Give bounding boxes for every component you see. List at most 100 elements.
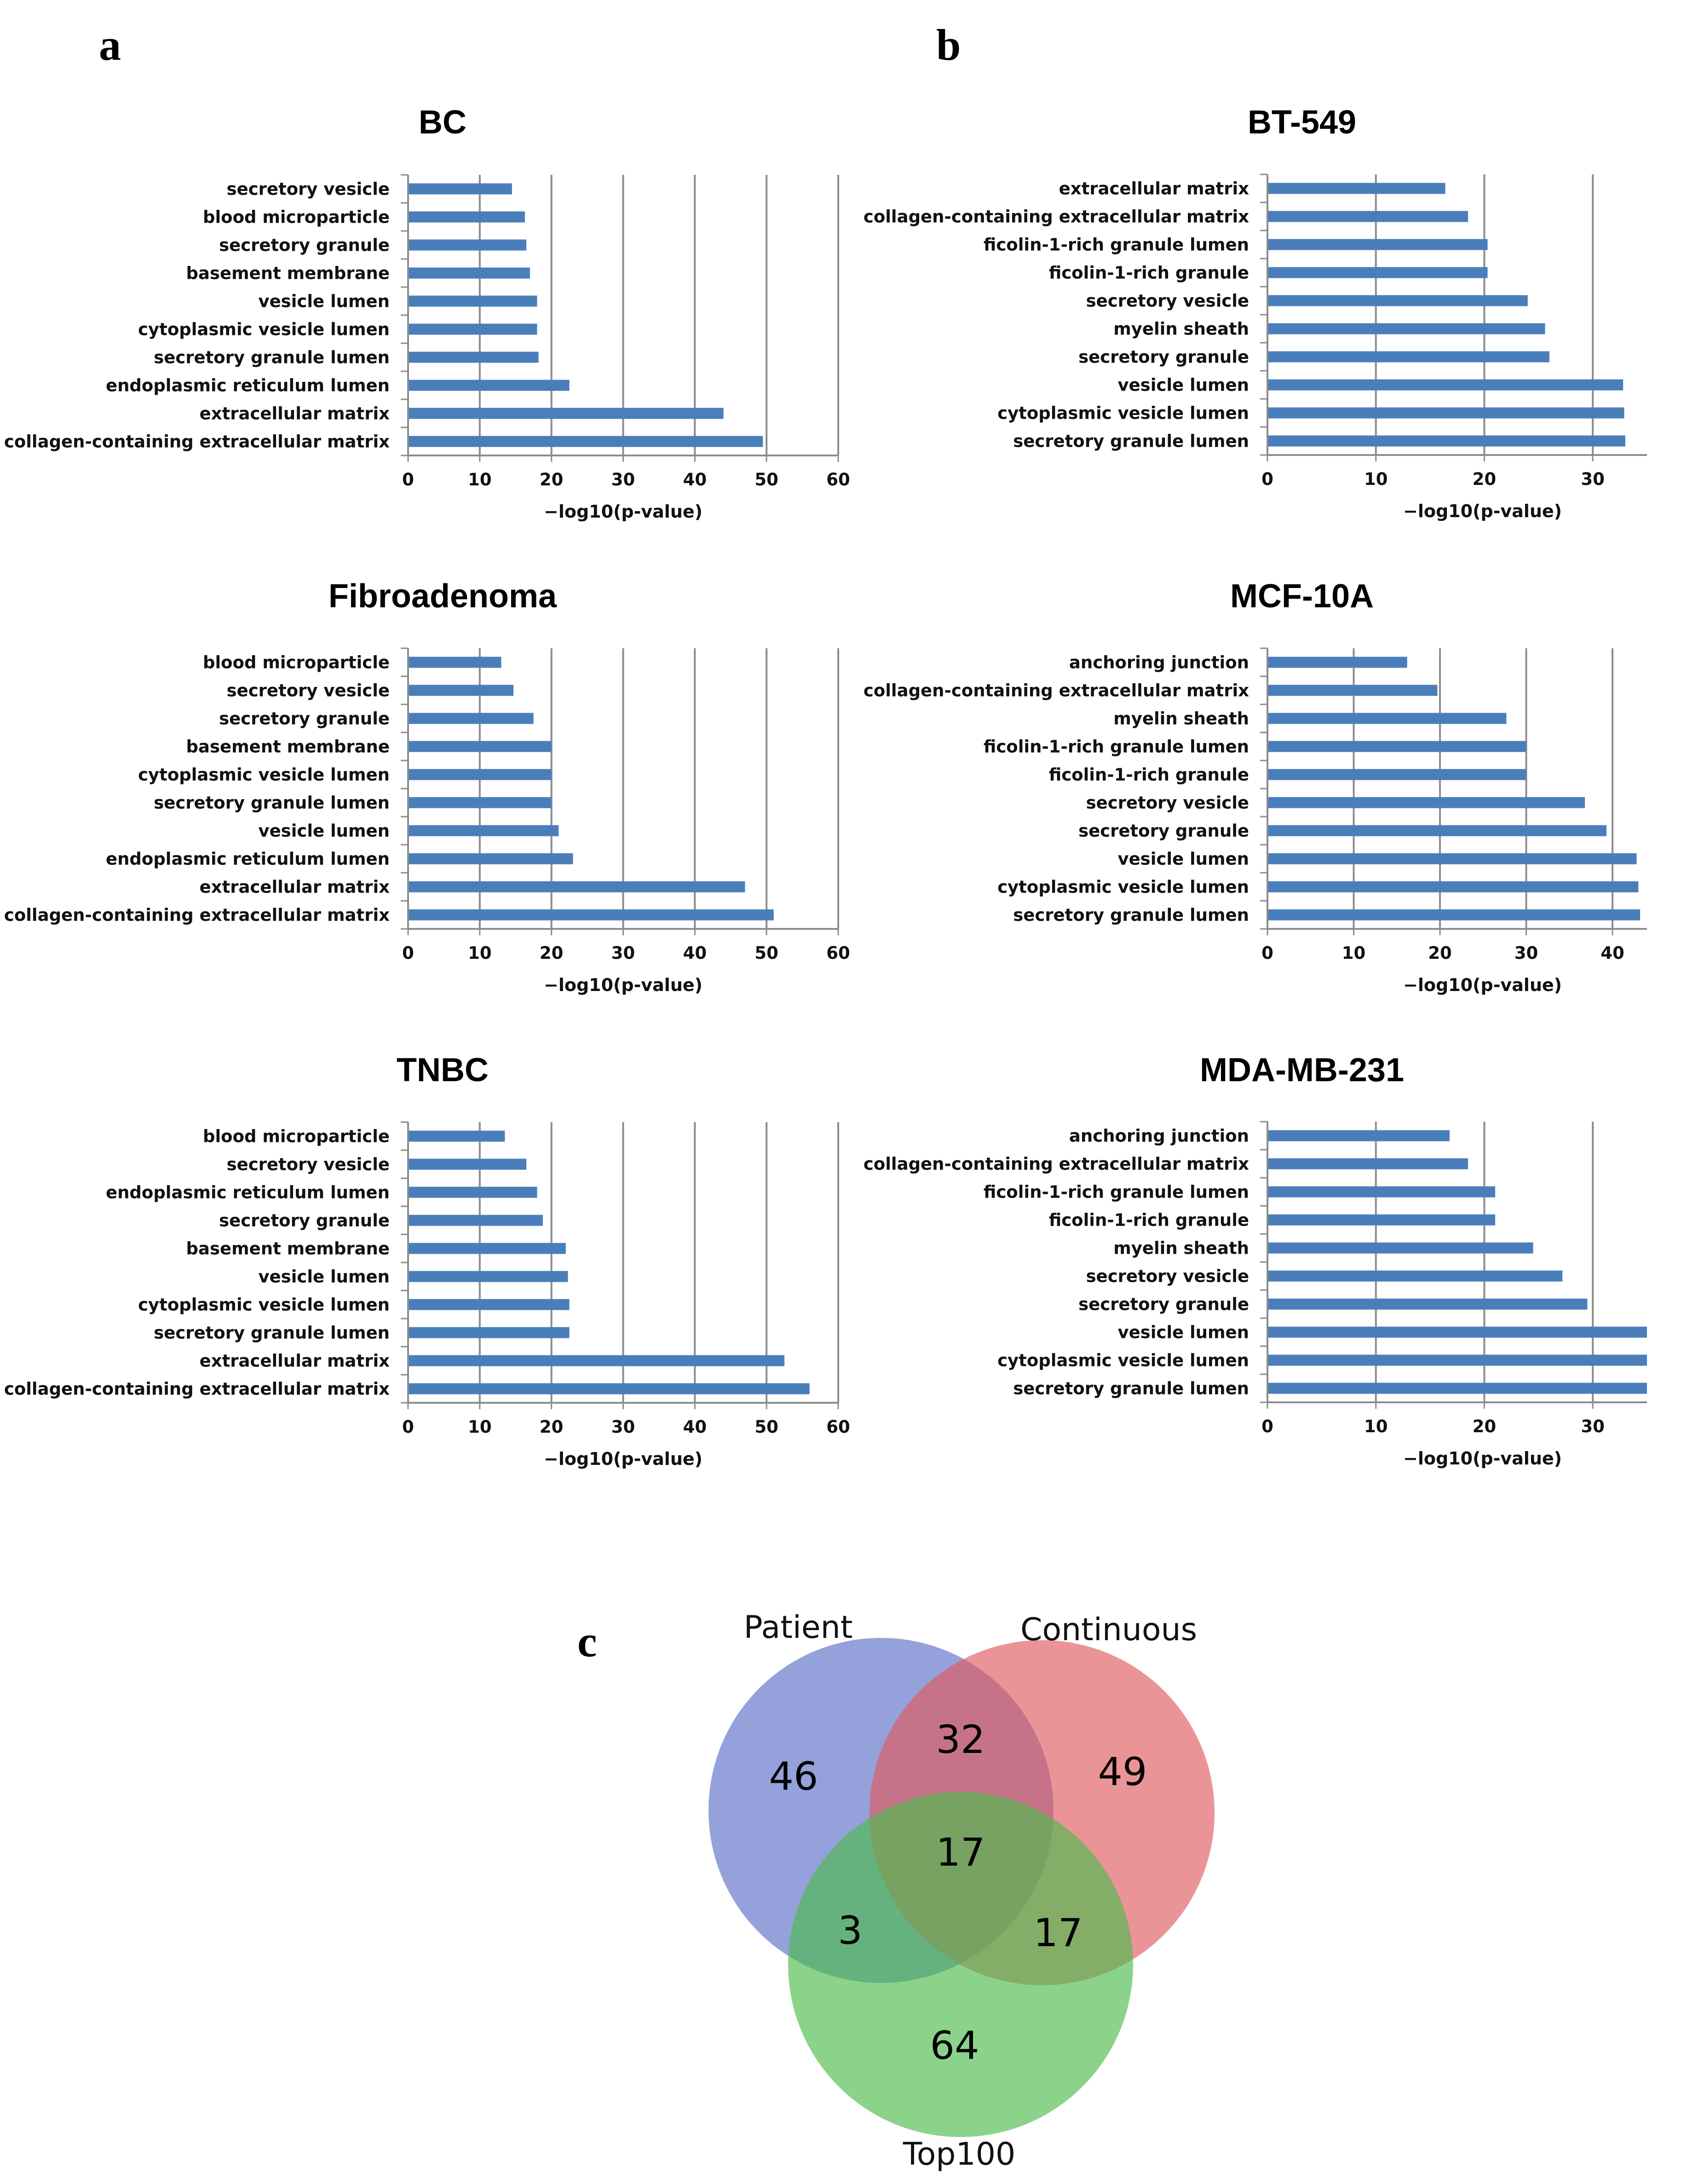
category-label: secretory granule lumen bbox=[1013, 905, 1249, 925]
venn-count-patient-top100: 3 bbox=[838, 1908, 862, 1953]
bar bbox=[409, 881, 745, 893]
category-label: secretory granule lumen bbox=[1013, 1379, 1249, 1399]
bar-chart-bc: BC secretory vesicle blood microparticle se… bbox=[4, 104, 850, 522]
category-label: secretory granule lumen bbox=[154, 348, 390, 368]
bar bbox=[409, 741, 552, 752]
x-tick-label: 0 bbox=[402, 943, 414, 963]
bar bbox=[409, 1383, 810, 1395]
venn-label-patient: Patient bbox=[744, 1609, 853, 1646]
x-tick-label: 40 bbox=[1601, 943, 1624, 963]
bar bbox=[1268, 323, 1545, 334]
category-label: ficolin-1-rich granule bbox=[1049, 263, 1249, 283]
x-tick-label: 20 bbox=[540, 1417, 564, 1437]
x-tick-label: 60 bbox=[826, 943, 850, 963]
bar bbox=[409, 408, 724, 419]
bar bbox=[1268, 183, 1445, 194]
bar bbox=[409, 1243, 566, 1254]
bar-chart-mdamb231: MDA-MB-231 anchoring junction collagen-con… bbox=[864, 1052, 1647, 1469]
bar bbox=[1268, 295, 1528, 306]
bar bbox=[409, 1299, 570, 1310]
category-label: ficolin-1-rich granule bbox=[1049, 1210, 1249, 1230]
bar bbox=[409, 1130, 505, 1142]
bar bbox=[1268, 825, 1607, 836]
bar bbox=[409, 1271, 568, 1282]
bar bbox=[1268, 1242, 1533, 1254]
bar bbox=[409, 657, 501, 668]
x-tick-label: 50 bbox=[754, 943, 778, 963]
bar bbox=[1268, 1383, 1647, 1394]
category-label: vesicle lumen bbox=[1117, 375, 1249, 395]
bar bbox=[409, 769, 552, 780]
category-label: collagen-containing extracellular matrix bbox=[864, 1154, 1249, 1174]
x-tick-label: 30 bbox=[1514, 943, 1538, 963]
bar bbox=[409, 1327, 570, 1338]
category-label: cytoplasmic vesicle lumen bbox=[138, 765, 390, 785]
category-label: secretory granule bbox=[1078, 821, 1249, 841]
category-label: vesicle lumen bbox=[1117, 1323, 1249, 1343]
category-label: myelin sheath bbox=[1113, 319, 1249, 339]
x-tick-label: 30 bbox=[1581, 1417, 1605, 1436]
category-label: collagen-containing extracellular matrix bbox=[4, 905, 390, 925]
category-label: collagen-containing extracellular matrix bbox=[4, 1379, 390, 1399]
bar bbox=[1268, 1298, 1588, 1310]
bar bbox=[1268, 741, 1526, 752]
chart-title: BT-549 bbox=[1248, 104, 1356, 141]
category-label: secretory vesicle bbox=[227, 681, 390, 701]
x-axis-title: −log10(p-value) bbox=[544, 501, 703, 522]
bar bbox=[1268, 211, 1468, 222]
bar bbox=[1268, 881, 1639, 893]
category-label: anchoring junction bbox=[1069, 1126, 1249, 1146]
x-tick-label: 30 bbox=[611, 470, 635, 490]
venn-diagram: Patient Continuous Top100 46 49 64 32 3 … bbox=[708, 1609, 1215, 2172]
bar bbox=[409, 352, 539, 363]
bar bbox=[1268, 769, 1526, 780]
venn-count-continuous-only: 49 bbox=[1098, 1749, 1147, 1794]
x-axis-title: −log10(p-value) bbox=[544, 1449, 703, 1469]
x-tick-label: 30 bbox=[611, 1417, 635, 1437]
bar-chart-fibroadenoma: Fibroadenoma blood microparticle secretory… bbox=[4, 578, 850, 995]
bar bbox=[409, 853, 573, 864]
x-axis-title: −log10(p-value) bbox=[1403, 501, 1562, 521]
bar-chart-tnbc: TNBC blood microparticle secretory vesicle… bbox=[4, 1052, 850, 1469]
category-label: endoplasmic reticulum lumen bbox=[106, 376, 390, 396]
chart-title: BC bbox=[419, 104, 466, 141]
panel-letter-a: a bbox=[99, 20, 121, 69]
category-label: ficolin-1-rich granule lumen bbox=[984, 1182, 1249, 1202]
category-label: cytoplasmic vesicle lumen bbox=[997, 1351, 1249, 1371]
x-tick-label: 30 bbox=[1581, 469, 1605, 489]
bar bbox=[409, 183, 512, 195]
category-label: collagen-containing extracellular matrix bbox=[864, 207, 1249, 227]
category-label: cytoplasmic vesicle lumen bbox=[138, 320, 390, 340]
chart-title: MCF-10A bbox=[1230, 578, 1374, 615]
x-tick-label: 0 bbox=[402, 1417, 414, 1437]
bar bbox=[1268, 435, 1625, 447]
chart-title: TNBC bbox=[397, 1052, 489, 1089]
category-label: secretory granule bbox=[1078, 347, 1249, 367]
bar bbox=[409, 909, 774, 921]
bar bbox=[409, 295, 537, 307]
chart-title: MDA-MB-231 bbox=[1200, 1052, 1404, 1089]
x-tick-label: 60 bbox=[826, 1417, 850, 1437]
bar bbox=[1268, 657, 1407, 668]
category-label: vesicle lumen bbox=[1117, 849, 1249, 869]
bar-chart-bt549: BT-549 extracellular matrix collagen-conta… bbox=[864, 104, 1647, 521]
bar bbox=[1268, 1354, 1647, 1366]
category-label: basement membrane bbox=[186, 737, 390, 757]
panel-letter-c: c bbox=[577, 1617, 597, 1666]
venn-count-patient-only: 46 bbox=[769, 1754, 818, 1799]
category-label: cytoplasmic vesicle lumen bbox=[997, 877, 1249, 897]
category-label: basement membrane bbox=[186, 264, 390, 283]
x-tick-label: 10 bbox=[1364, 469, 1388, 489]
category-label: myelin sheath bbox=[1113, 1239, 1249, 1258]
x-tick-label: 10 bbox=[468, 1417, 492, 1437]
bar bbox=[1268, 685, 1438, 696]
bar bbox=[409, 685, 514, 696]
x-tick-label: 50 bbox=[754, 1417, 778, 1437]
bar bbox=[1268, 909, 1640, 921]
category-label: collagen-containing extracellular matrix bbox=[864, 681, 1249, 701]
x-tick-label: 60 bbox=[826, 470, 850, 490]
panel-letter-b: b bbox=[936, 20, 961, 69]
venn-count-all-three: 17 bbox=[936, 1830, 985, 1875]
bar bbox=[1268, 1158, 1468, 1170]
category-label: secretory granule bbox=[219, 709, 390, 729]
